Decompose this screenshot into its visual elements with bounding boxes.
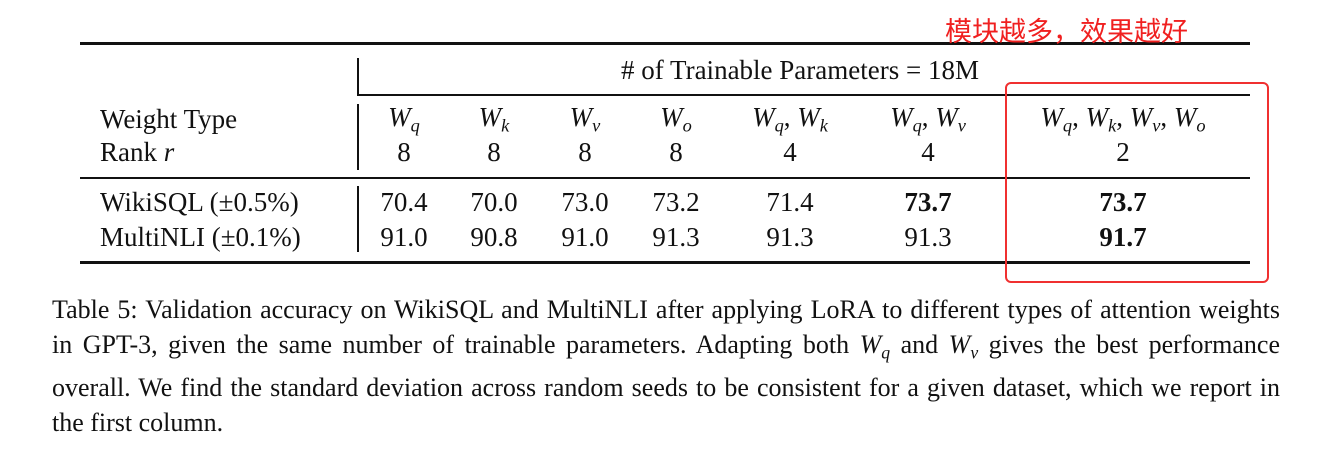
math-subscript: o bbox=[1196, 115, 1206, 136]
weight-type: Wk bbox=[479, 102, 510, 141]
math-base: W bbox=[569, 101, 593, 132]
math-subscript: q bbox=[1062, 115, 1073, 136]
math-base: W bbox=[752, 101, 775, 132]
math-subscript: q bbox=[912, 115, 922, 136]
top-rule bbox=[80, 42, 1250, 45]
math-base: W bbox=[1129, 101, 1153, 132]
cell-value: 91.0 bbox=[380, 222, 428, 252]
row-header: Weight Type bbox=[100, 104, 238, 134]
cell-value: 73.0 bbox=[561, 187, 609, 217]
math-base: W bbox=[797, 101, 820, 132]
math-base: W bbox=[948, 330, 971, 359]
column-divider bbox=[357, 58, 359, 94]
rank: 8 bbox=[578, 137, 592, 167]
row-label: MultiNLI (±0.1%) bbox=[100, 222, 301, 252]
bottom-rule bbox=[80, 261, 1250, 264]
math-subscript: q bbox=[410, 115, 420, 136]
math-subscript: q bbox=[881, 342, 891, 363]
highlight-box bbox=[1005, 82, 1269, 283]
cell-value: 91.0 bbox=[561, 222, 609, 252]
caption-text: Table 5: Validation accuracy on WikiSQL … bbox=[52, 295, 1280, 359]
math-subscript: k bbox=[819, 115, 828, 136]
rank: 8 bbox=[669, 137, 683, 167]
row-label: WikiSQL (±0.5%) bbox=[100, 187, 299, 217]
cell-value: 70.4 bbox=[380, 187, 428, 217]
weight-type: Wo bbox=[660, 102, 692, 141]
math-subscript: v bbox=[970, 342, 979, 363]
math-base: W bbox=[859, 330, 882, 359]
row-header: Rank r bbox=[100, 137, 174, 167]
weight-type: Wq, Wk, Wv, Wo bbox=[1040, 101, 1206, 136]
rank-symbol: r bbox=[163, 137, 175, 167]
cell-value: 73.7 bbox=[1099, 187, 1147, 217]
cell-value: 73.2 bbox=[652, 187, 700, 217]
math-base: W bbox=[478, 101, 502, 132]
math-subscript: k bbox=[501, 115, 510, 136]
math-base: W bbox=[388, 101, 411, 132]
cell-value: 91.3 bbox=[766, 222, 814, 252]
math-subscript: o bbox=[682, 115, 692, 136]
math-base: W bbox=[890, 101, 913, 132]
cell-value: 91.7 bbox=[1099, 222, 1147, 252]
caption: Table 5: Validation accuracy on WikiSQL … bbox=[52, 292, 1280, 440]
rank: 8 bbox=[487, 137, 501, 167]
caption-text: gives the best performance overall. We f… bbox=[52, 330, 1281, 438]
rank: 4 bbox=[783, 137, 797, 167]
weight-type: Wv bbox=[570, 102, 601, 141]
cell-value: 71.4 bbox=[766, 187, 814, 217]
math-subscript: v bbox=[957, 115, 966, 136]
cell-value: 73.7 bbox=[904, 187, 952, 217]
math-base: W bbox=[660, 101, 683, 132]
math-subscript: q bbox=[774, 115, 784, 136]
mid-rule bbox=[80, 177, 1250, 179]
weight-type: Wq, Wv bbox=[890, 101, 966, 136]
table-header: # of Trainable Parameters = 18M bbox=[621, 55, 979, 85]
column-divider bbox=[357, 186, 359, 252]
caption-text: and bbox=[890, 330, 949, 359]
math-base: W bbox=[1085, 101, 1109, 132]
header-rule bbox=[357, 94, 1250, 96]
column-divider bbox=[357, 104, 359, 170]
weight-type: Wq, Wk bbox=[752, 101, 828, 136]
rank-label: Rank bbox=[100, 137, 157, 167]
cell-value: 90.8 bbox=[470, 222, 518, 252]
cell-value: 91.3 bbox=[904, 222, 952, 252]
math-base: W bbox=[1173, 101, 1197, 132]
math-subscript: v bbox=[1152, 115, 1161, 136]
rank: 4 bbox=[921, 137, 935, 167]
rank: 8 bbox=[397, 137, 411, 167]
math-subscript: k bbox=[1108, 115, 1117, 136]
cell-value: 91.3 bbox=[652, 222, 700, 252]
weight-type: Wq bbox=[388, 102, 420, 141]
math-base: W bbox=[1040, 101, 1063, 132]
cell-value: 70.0 bbox=[470, 187, 518, 217]
caption-math: Wq bbox=[859, 330, 891, 363]
caption-math: Wv bbox=[948, 330, 979, 363]
math-subscript: v bbox=[592, 115, 601, 136]
math-base: W bbox=[935, 101, 958, 132]
rank: 2 bbox=[1116, 137, 1130, 167]
annotation: 模块越多，效果越好 bbox=[945, 17, 1188, 48]
